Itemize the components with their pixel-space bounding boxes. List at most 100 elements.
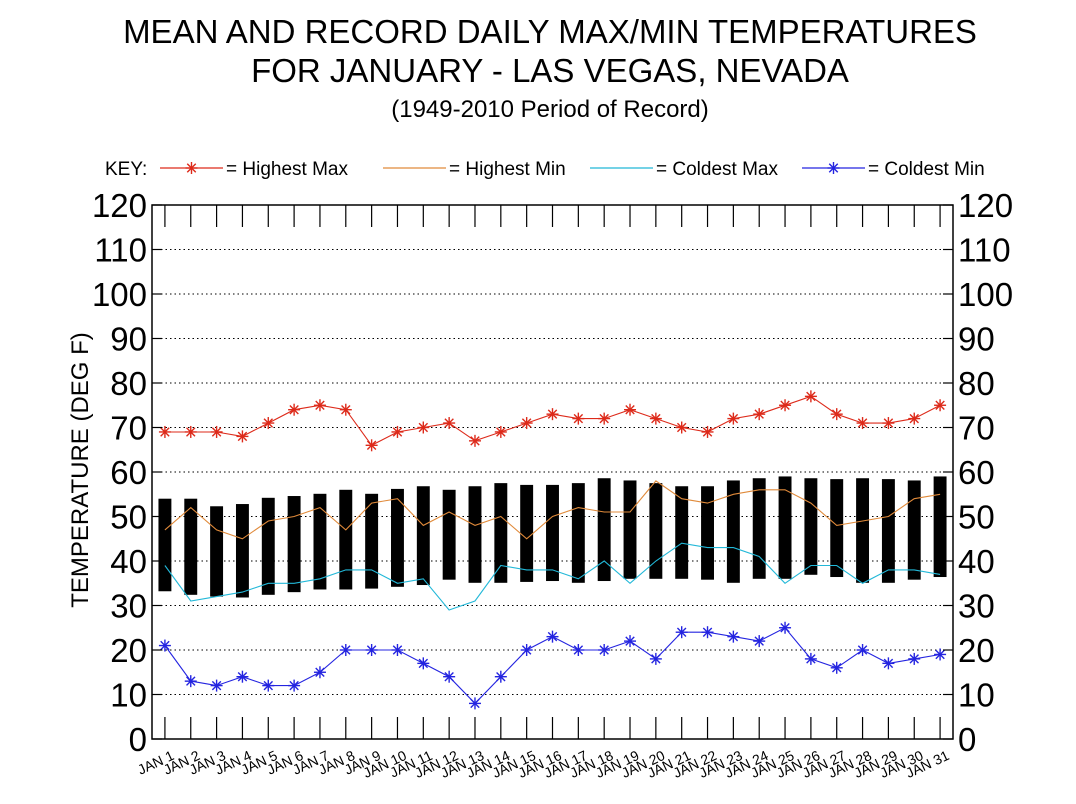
- series-3-marker-15: [520, 644, 533, 656]
- mean-bar-15: [520, 484, 534, 582]
- series-3-marker-6: [288, 679, 301, 692]
- legend: KEY: = Highest Max = Highest Min = Coldest …: [105, 159, 985, 180]
- y-label-left-50: 50: [110, 499, 147, 536]
- series-0-marker-1: [158, 425, 171, 438]
- chart-title-line2: FOR JANUARY - LAS VEGAS, NEVADA: [251, 52, 849, 89]
- mean-bar-7: [313, 493, 327, 590]
- series-3-marker-23: [727, 630, 740, 643]
- series-0-marker-14: [494, 425, 507, 438]
- y-label-right-90: 90: [958, 321, 995, 358]
- series-0-marker-18: [598, 412, 611, 425]
- mean-bar-17: [571, 483, 585, 583]
- y-label-right-60: 60: [958, 454, 995, 491]
- mean-bar-21: [675, 486, 689, 579]
- y-label-right-100: 100: [958, 276, 1013, 313]
- mean-bar-29: [881, 479, 895, 583]
- series-0-marker-5: [262, 417, 275, 430]
- series-3-marker-1: [158, 639, 171, 652]
- series-3-marker-3: [210, 679, 223, 692]
- mean-bar-10: [391, 488, 404, 587]
- mean-bar-5: [261, 497, 275, 595]
- series-3-marker-29: [882, 657, 895, 670]
- mean-bar-3: [210, 506, 224, 597]
- series-3-marker-5: [262, 679, 275, 692]
- series-3-marker-12: [443, 670, 456, 683]
- y-axis-left-labels: 0 10 20 30 40 50 60 70 80 90 100 110 120: [92, 187, 147, 758]
- mean-bar-31: [933, 476, 947, 578]
- mean-bar-26: [804, 478, 818, 575]
- y-label-left-20: 20: [110, 632, 147, 669]
- y-label-right-110: 110: [958, 232, 1011, 269]
- series-0-marker-31: [934, 399, 947, 412]
- legend-label-0: = Highest Max: [226, 159, 348, 180]
- series-0-marker-17: [572, 412, 585, 425]
- mean-bar-13: [468, 486, 482, 583]
- series-0-marker-6: [288, 403, 301, 416]
- axis-ticks: [152, 204, 953, 740]
- y-label-right-70: 70: [958, 410, 995, 447]
- y-label-left-80: 80: [110, 365, 147, 402]
- mean-bar-4: [235, 504, 249, 598]
- series-0-marker-24: [753, 408, 766, 421]
- series-0-marker-28: [856, 417, 869, 430]
- series-3-marker-2: [184, 675, 197, 688]
- y-label-right-10: 10: [958, 677, 995, 714]
- mean-bar-19: [623, 480, 637, 579]
- series-line-1: [164, 480, 941, 540]
- series-0-marker-25: [779, 399, 792, 412]
- series-3-marker-14: [494, 670, 507, 683]
- series-0-marker-4: [236, 430, 249, 443]
- series-3-marker-25: [779, 621, 792, 634]
- chart-subtitle: (1949-2010 Period of Record): [391, 96, 709, 123]
- series-0-marker-21: [675, 421, 688, 434]
- mean-bar-28: [856, 478, 870, 583]
- series-markers: [158, 390, 947, 710]
- series-0-marker-20: [649, 412, 662, 425]
- legend-marker-3: [827, 162, 840, 174]
- mean-bar-30: [907, 480, 921, 580]
- series-3-marker-21: [675, 626, 688, 639]
- mean-bar-25: [778, 476, 792, 579]
- series-3-marker-16: [546, 630, 559, 643]
- mean-bar-12: [442, 489, 456, 580]
- series-3-marker-13: [468, 697, 481, 710]
- mean-bar-2: [184, 498, 198, 595]
- legend-marker-0: [185, 162, 198, 174]
- y-label-right-40: 40: [958, 543, 995, 580]
- y-label-left-0: 0: [129, 721, 147, 758]
- mean-bar-20: [649, 483, 663, 579]
- mean-bar-23: [726, 480, 740, 583]
- y-axis-right-labels: 0 10 20 30 40 50 60 70 80 90 100 110 120: [958, 187, 1013, 758]
- series-3-marker-10: [391, 644, 404, 656]
- series-0-marker-9: [365, 439, 378, 452]
- series-3-marker-22: [701, 626, 714, 639]
- y-label-right-30: 30: [958, 588, 995, 625]
- y-label-left-110: 110: [94, 232, 147, 269]
- series-0-marker-12: [443, 417, 456, 430]
- series-3-marker-26: [804, 652, 817, 665]
- series-3-marker-11: [417, 657, 430, 670]
- series-0-marker-22: [701, 425, 714, 438]
- y-label-left-10: 10: [110, 677, 147, 714]
- y-label-left-90: 90: [110, 321, 147, 358]
- series-3-marker-28: [856, 644, 869, 656]
- y-label-right-120: 120: [958, 187, 1013, 224]
- series-0-marker-8: [339, 403, 352, 416]
- y-label-left-100: 100: [92, 276, 147, 313]
- series-3-marker-4: [236, 670, 249, 683]
- y-label-left-70: 70: [110, 410, 147, 447]
- mean-bar-8: [339, 489, 353, 590]
- chart-title: MEAN AND RECORD DAILY MAX/MIN TEMPERATUR…: [123, 13, 977, 50]
- mean-bar-24: [752, 478, 766, 579]
- series-0-marker-30: [908, 412, 921, 425]
- mean-bar-16: [546, 484, 559, 582]
- mean-bar-11: [416, 486, 430, 586]
- mean-bar-1: [158, 498, 172, 592]
- series-0-marker-7: [313, 399, 326, 412]
- mean-bar-22: [701, 486, 714, 580]
- series-3-marker-7: [313, 666, 326, 679]
- series-3-marker-9: [365, 644, 378, 656]
- series-line-0: [164, 395, 941, 447]
- series-3-marker-17: [572, 644, 585, 656]
